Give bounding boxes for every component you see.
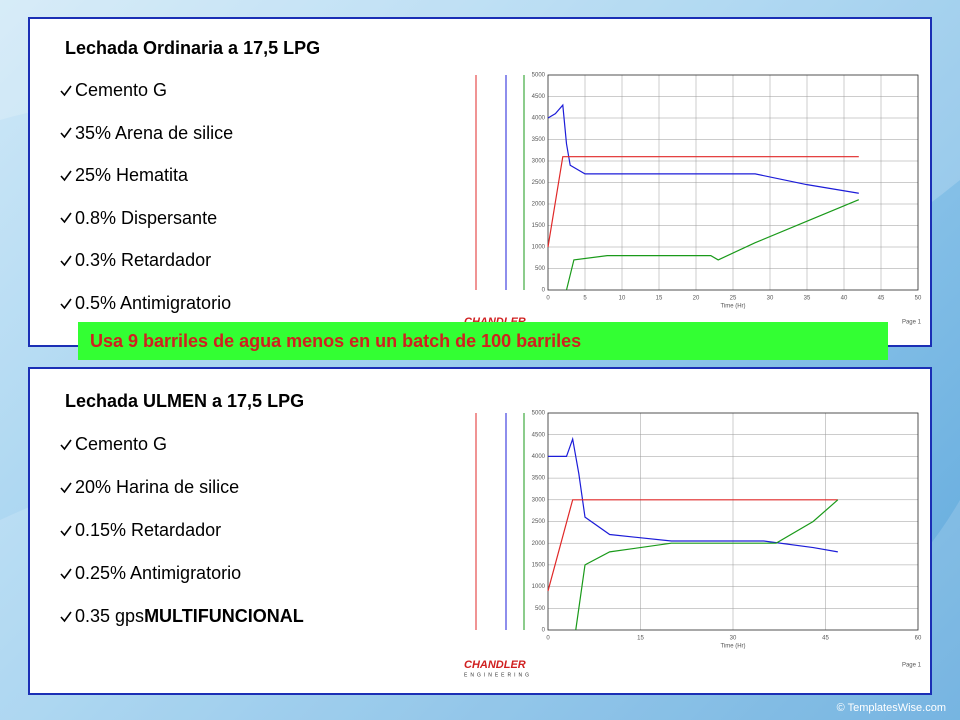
item-text: 25% Hematita <box>75 165 189 186</box>
list-item: 0.3% Retardador <box>60 250 211 271</box>
x-tick-label: 20 <box>693 296 700 302</box>
check-icon <box>60 482 72 493</box>
y-tick-label: 500 <box>535 606 546 612</box>
y-tick-label: 1000 <box>532 584 546 590</box>
series-line <box>575 499 839 631</box>
list-item: 0.5% Antimigratorio <box>60 293 231 314</box>
y-tick-label: 3000 <box>532 497 546 503</box>
x-tick-label: 35 <box>804 296 811 302</box>
x-axis-label: Time (Hr) <box>720 304 745 310</box>
x-tick-label: 0 <box>546 636 550 642</box>
x-tick-label: 60 <box>915 636 922 642</box>
list-item: Cemento G <box>60 80 167 101</box>
item-text: 0.5% Antimigratorio <box>75 293 232 313</box>
item-text: Cemento G <box>75 80 168 100</box>
page-number: Page 1 <box>902 320 922 326</box>
plot-frame <box>547 74 919 291</box>
x-tick-label: 30 <box>730 636 737 642</box>
x-axis-label: Time (Hr) <box>720 644 745 650</box>
x-tick-label: 15 <box>637 636 644 642</box>
y-tick-label: 0 <box>542 628 546 634</box>
x-tick-label: 5 <box>583 296 587 302</box>
y-tick-label: 4500 <box>532 94 546 100</box>
check-icon <box>60 439 72 450</box>
bold-text: MULTIFUNCIONAL <box>144 606 304 626</box>
banner: Usa 9 barriles de agua menos en un batch… <box>78 322 888 360</box>
y-tick-label: 3500 <box>532 137 546 143</box>
check-icon <box>60 212 72 224</box>
y-tick-label: 500 <box>535 266 546 272</box>
x-tick-label: 50 <box>915 296 922 302</box>
list-item: 0.8% Dispersante <box>60 208 217 229</box>
y-tick-label: 4000 <box>532 116 546 122</box>
x-tick-label: 25 <box>730 296 737 302</box>
x-tick-label: 30 <box>767 296 774 302</box>
y-tick-label: 2500 <box>532 519 546 525</box>
series-line <box>565 199 860 291</box>
list-item: 25% Hematita <box>60 165 188 186</box>
x-tick-label: 10 <box>619 296 626 302</box>
list-item: 20% Harina de silice <box>60 477 239 498</box>
check-icon <box>60 611 72 622</box>
chart: 0500100015002000250030003500400045005000… <box>456 22 928 340</box>
x-tick-label: 45 <box>822 636 829 642</box>
chart: 0 500 1000 1500 2000 2500 3000 3500 4000 4500 5000… <box>456 370 928 688</box>
item-text: 35% Arena de silice <box>75 122 234 143</box>
panel-title: Lechada ULMEN a 17,5 LPG <box>65 391 305 411</box>
check-icon <box>60 85 72 96</box>
list-item: 0.15% Retardador <box>60 520 221 541</box>
series-line <box>547 103 859 194</box>
list-item: 0.25% Antimigratorio <box>60 563 241 584</box>
footer: © TemplatesWise.com <box>836 702 946 714</box>
check-icon <box>60 298 72 309</box>
check-icon <box>60 568 72 579</box>
panel-title: Lechada Ordinaria a 17,5 LPG <box>65 38 321 58</box>
y-tick-label: 2500 <box>532 180 546 186</box>
list-item: 0.35 gps MULTIFUNCIONAL <box>60 606 304 627</box>
y-tick-label: 0 <box>542 288 546 294</box>
list-item: 35% Arena de silice <box>60 123 233 144</box>
item-text: 0.35 gps <box>75 606 145 626</box>
item-text: 0.8% Dispersante <box>75 207 218 228</box>
y-tick-label: 5000 <box>532 73 546 79</box>
y-tick-label: 3500 <box>532 476 546 482</box>
y-tick-label: 1500 <box>532 562 546 568</box>
y-tick-label: 3000 <box>532 159 546 165</box>
check-icon <box>60 255 72 267</box>
series-line <box>548 436 838 553</box>
y-tick-label: 4500 <box>532 432 546 438</box>
y-tick-label: 1500 <box>532 223 546 229</box>
item-text: 0.15% Retardador <box>75 520 222 540</box>
x-tick-label: 45 <box>878 296 885 302</box>
page-number: Page 1 <box>902 663 922 669</box>
item-text: Cemento G <box>75 434 168 454</box>
check-icon <box>60 525 72 536</box>
series-line <box>547 156 859 248</box>
y-tick-label: 1000 <box>532 245 546 251</box>
y-tick-label: 5000 <box>532 411 546 417</box>
check-icon <box>60 127 72 139</box>
series-line <box>547 499 838 592</box>
brand-sub: ENGINEERING <box>464 672 532 678</box>
y-tick-label: 4000 <box>532 454 546 460</box>
x-tick-label: 0 <box>546 296 550 302</box>
x-tick-label: 40 <box>841 296 848 302</box>
brand: CHANDLER <box>464 659 526 671</box>
y-tick-label: 2000 <box>532 202 546 208</box>
x-tick-label: 15 <box>656 296 663 302</box>
y-tick-label: 2000 <box>532 541 546 547</box>
list-item: Cemento G <box>60 434 167 455</box>
check-icon <box>60 170 72 181</box>
plot-frame <box>547 412 919 631</box>
item-text: 20% Harina de silice <box>75 477 240 497</box>
item-text: 0.25% Antimigratorio <box>75 563 242 583</box>
item-text: 0.3% Retardador <box>75 250 212 271</box>
